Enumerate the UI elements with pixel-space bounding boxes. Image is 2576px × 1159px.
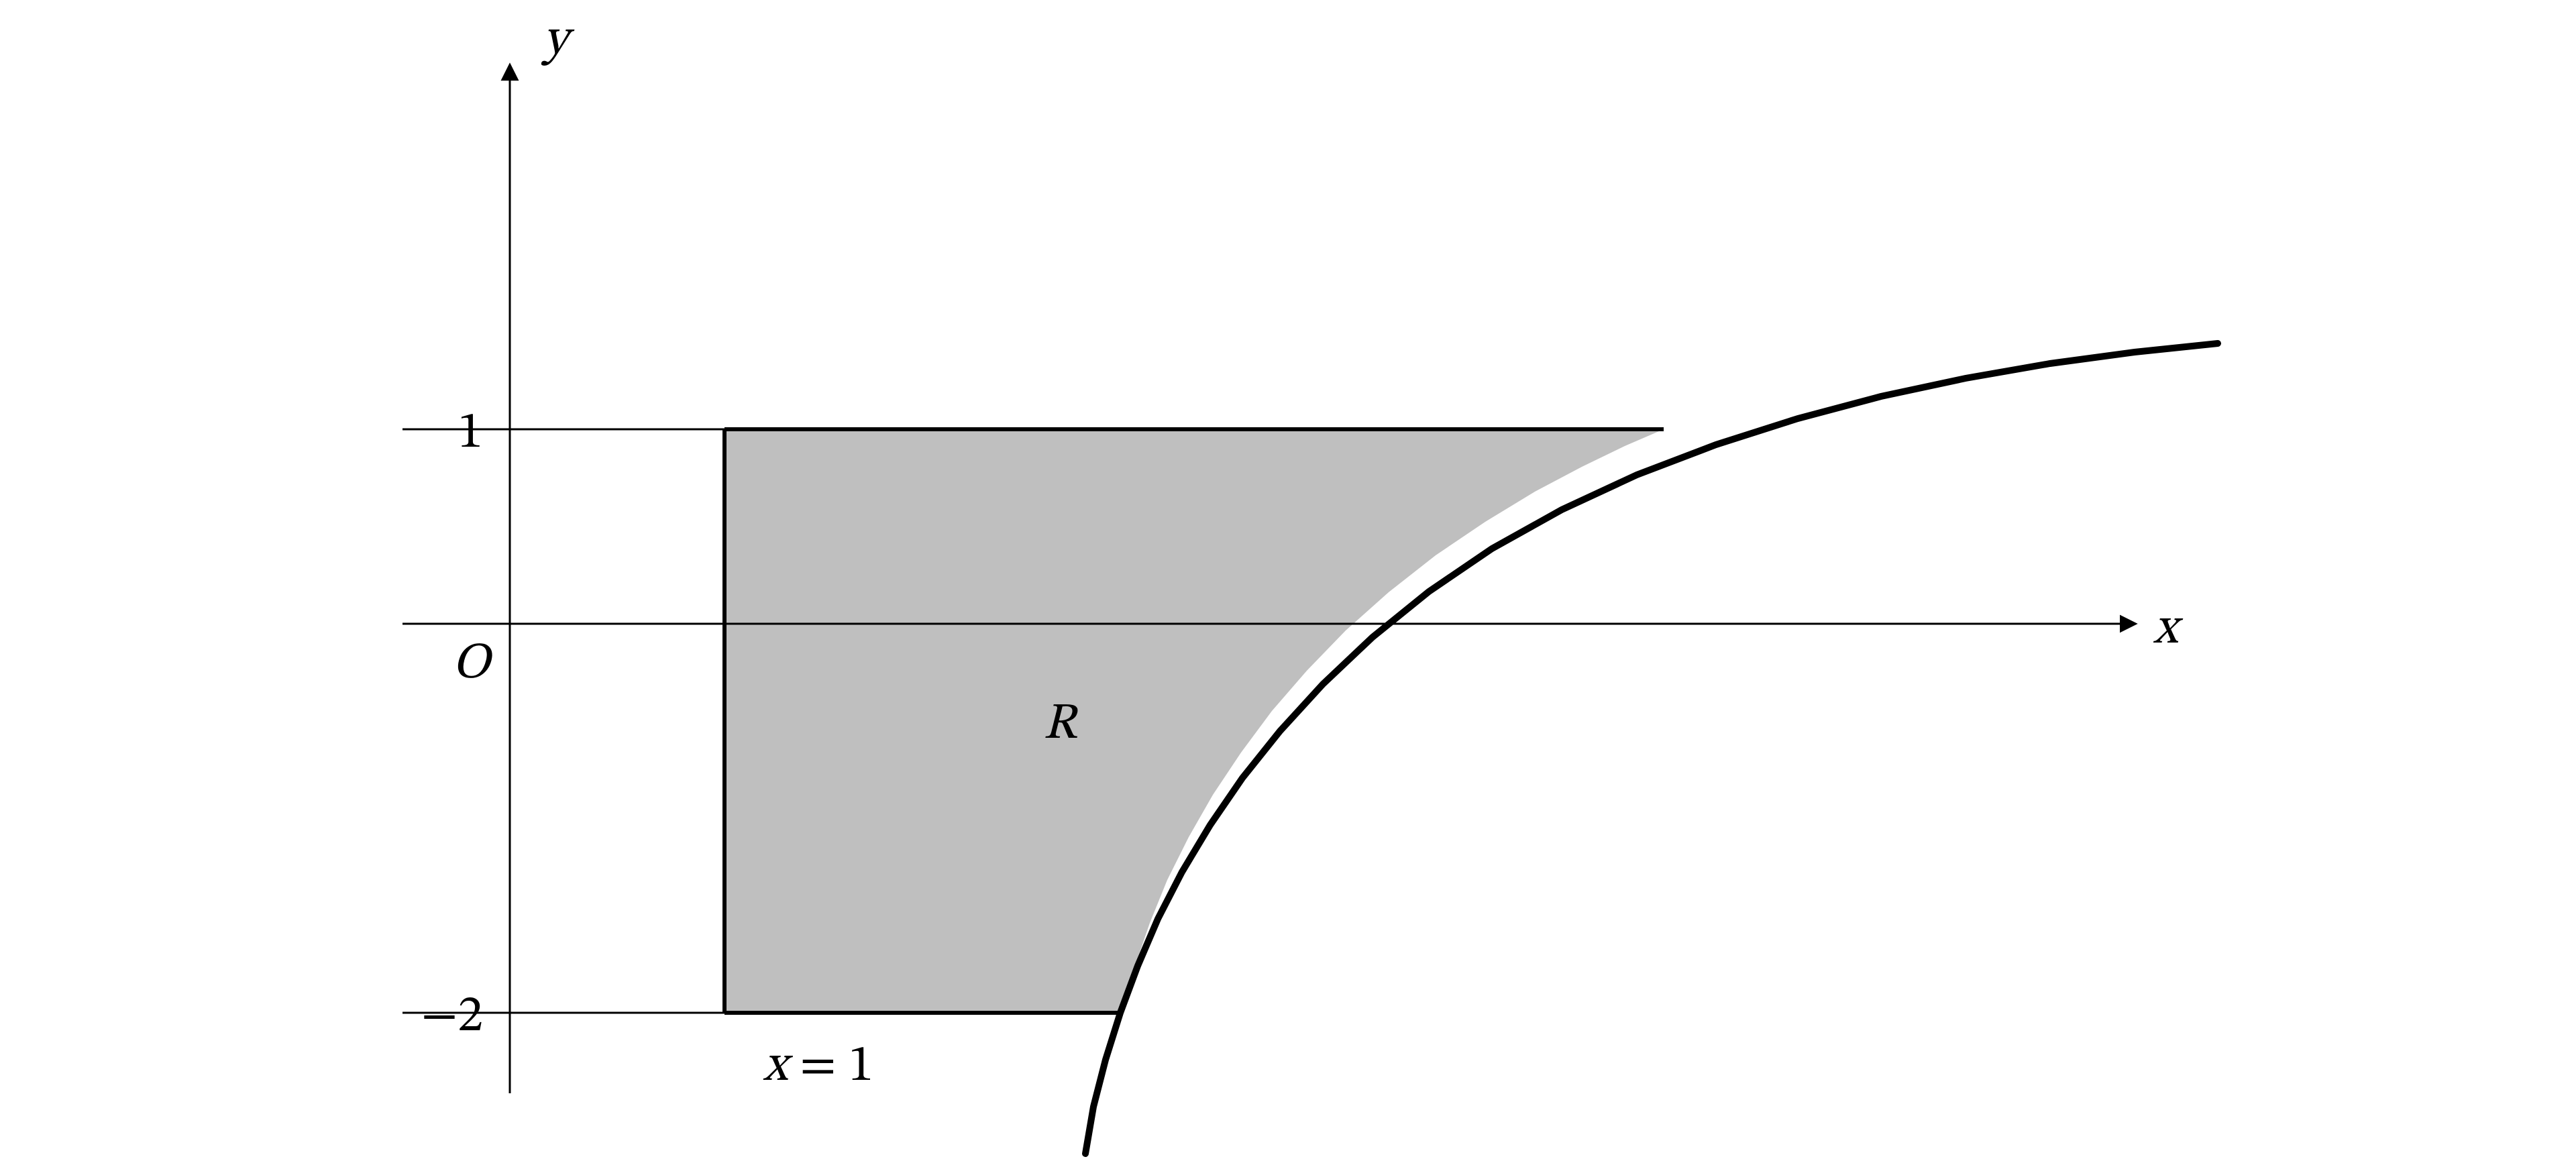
shaded-region [724,429,1664,1013]
region-label: R [1043,700,1079,751]
math-diagram: y x O 1 −2 R x = 1 [0,0,2576,1159]
y-axis-label: y [541,15,575,66]
y-tick-neg2-label: −2 [421,992,483,1043]
x-equals-1-label: x = 1 [763,1042,873,1093]
y-tick-1-label: 1 [458,408,483,459]
x-axis-label: x [2153,604,2184,655]
origin-label: O [452,639,493,690]
